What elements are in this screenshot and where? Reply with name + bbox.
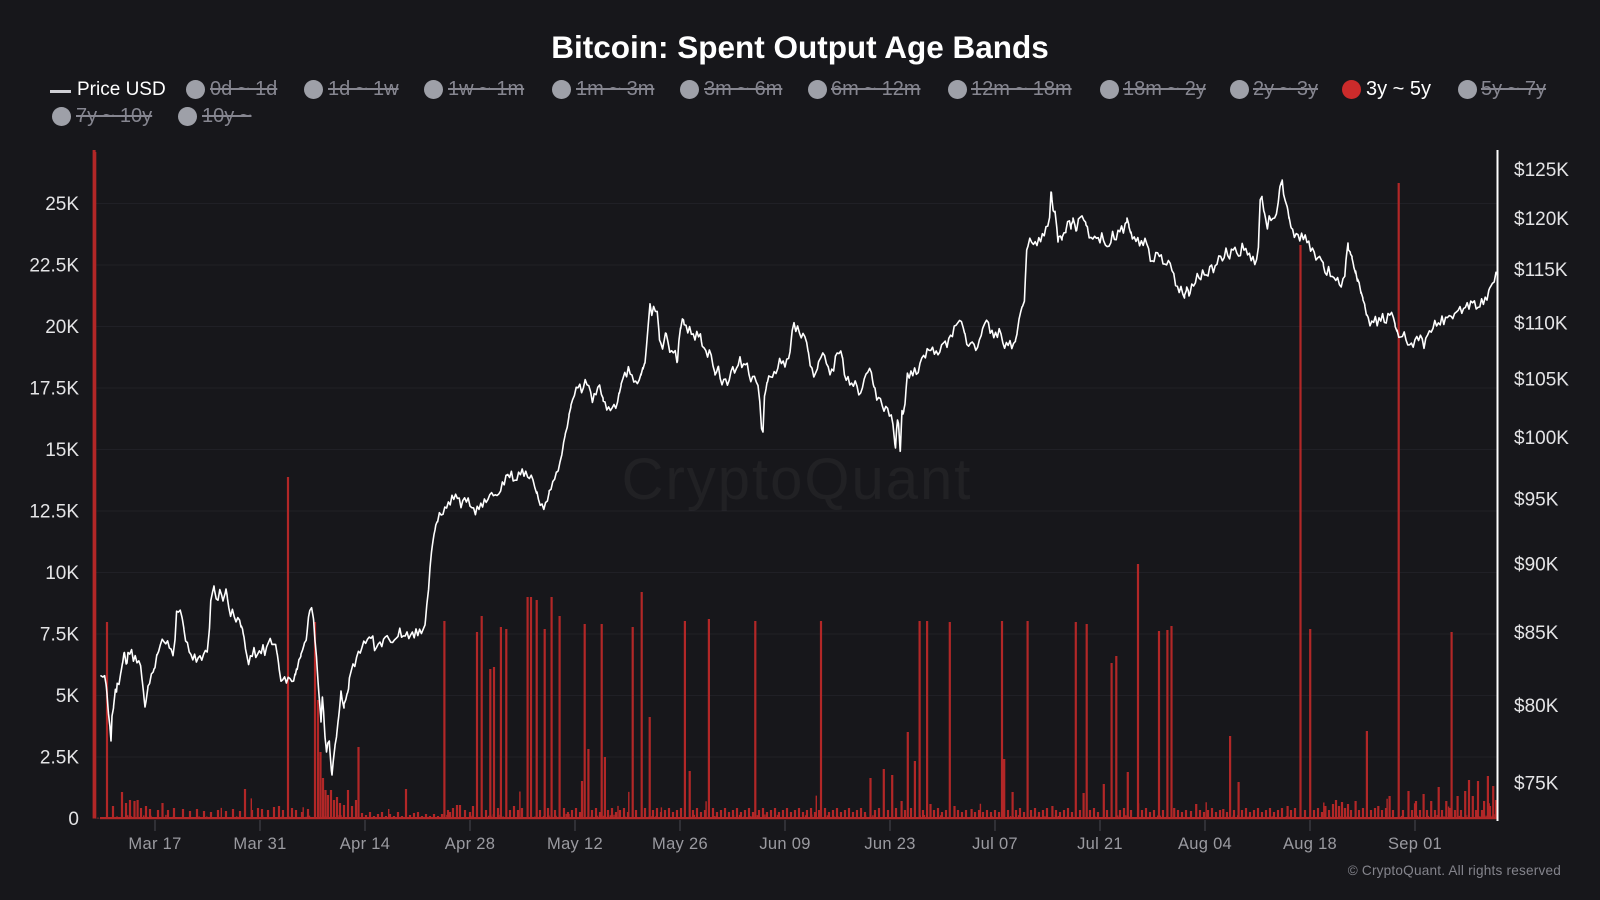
svg-text:$125K: $125K bbox=[1514, 160, 1569, 181]
svg-text:2.5K: 2.5K bbox=[40, 748, 79, 769]
svg-text:$120K: $120K bbox=[1514, 209, 1569, 230]
svg-text:25K: 25K bbox=[45, 194, 79, 215]
svg-text:0: 0 bbox=[68, 809, 79, 830]
svg-text:$80K: $80K bbox=[1514, 696, 1559, 717]
svg-text:Apr 14: Apr 14 bbox=[340, 835, 390, 853]
svg-text:20K: 20K bbox=[45, 317, 79, 338]
svg-text:7.5K: 7.5K bbox=[40, 625, 79, 646]
svg-text:$100K: $100K bbox=[1514, 428, 1569, 449]
svg-text:Aug 18: Aug 18 bbox=[1283, 835, 1337, 853]
svg-text:Jul 21: Jul 21 bbox=[1077, 835, 1123, 853]
svg-text:$90K: $90K bbox=[1514, 555, 1559, 576]
svg-text:CryptoQuant: CryptoQuant bbox=[622, 447, 973, 512]
svg-text:5K: 5K bbox=[56, 686, 80, 707]
svg-text:May 12: May 12 bbox=[547, 835, 603, 853]
svg-text:Apr 28: Apr 28 bbox=[445, 835, 495, 853]
svg-text:$115K: $115K bbox=[1514, 260, 1568, 281]
svg-text:10K: 10K bbox=[45, 563, 79, 584]
svg-text:$75K: $75K bbox=[1514, 774, 1559, 795]
svg-text:Sep 01: Sep 01 bbox=[1388, 835, 1442, 853]
svg-text:Jun 09: Jun 09 bbox=[759, 835, 810, 853]
svg-text:22.5K: 22.5K bbox=[29, 256, 79, 277]
svg-text:Aug 04: Aug 04 bbox=[1178, 835, 1232, 853]
svg-text:$105K: $105K bbox=[1514, 370, 1569, 391]
svg-text:Jun 23: Jun 23 bbox=[864, 835, 915, 853]
svg-text:Mar 17: Mar 17 bbox=[128, 835, 181, 853]
svg-text:$110K: $110K bbox=[1514, 314, 1568, 335]
svg-text:May 26: May 26 bbox=[652, 835, 708, 853]
svg-text:12.5K: 12.5K bbox=[29, 502, 79, 523]
svg-text:17.5K: 17.5K bbox=[29, 379, 79, 400]
svg-text:$85K: $85K bbox=[1514, 623, 1559, 644]
svg-text:Jul 07: Jul 07 bbox=[972, 835, 1018, 853]
svg-text:Mar 31: Mar 31 bbox=[233, 835, 286, 853]
svg-text:15K: 15K bbox=[45, 440, 79, 461]
svg-text:$95K: $95K bbox=[1514, 490, 1559, 511]
